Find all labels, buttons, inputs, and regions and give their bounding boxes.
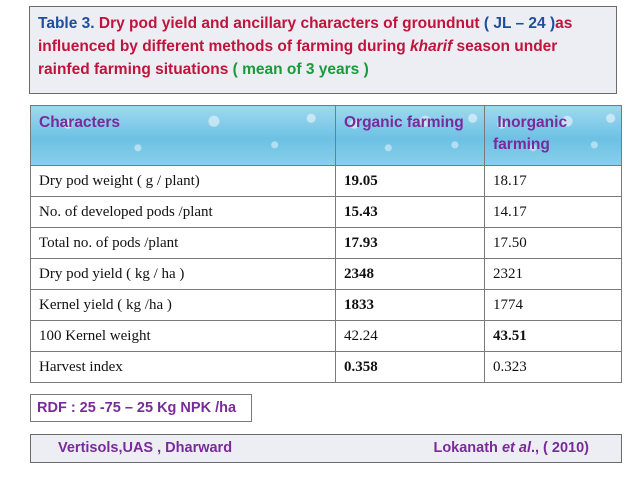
cell-organic: 2348 <box>335 258 485 290</box>
source-location: Vertisols,UAS , Dharward <box>58 440 233 456</box>
title-label: Table 3. <box>38 15 95 32</box>
cell-character: Total no. of pods /plant <box>30 227 336 259</box>
table-row: Dry pod weight ( g / plant) 19.05 18.17 <box>30 165 622 197</box>
table-row: Dry pod yield ( kg / ha ) 2348 2321 <box>30 258 622 290</box>
table-header-row: Characters Organic farming Inorganic far… <box>30 105 622 166</box>
cell-inorganic: 17.50 <box>484 227 622 259</box>
rdf-note: RDF : 25 -75 – 25 Kg NPK /ha <box>30 394 252 422</box>
source-citation: Vertisols,UAS , Dharward Lokanath et al.… <box>30 434 622 463</box>
title-text-2: as influenced by different methods of fa… <box>38 15 573 55</box>
table-row: No. of developed pods /plant 15.43 14.17 <box>30 196 622 228</box>
cell-character: Dry pod yield ( kg / ha ) <box>30 258 336 290</box>
table-title: Table 3. Dry pod yield and ancillary cha… <box>29 6 617 94</box>
cell-organic: 1833 <box>335 289 485 321</box>
header-organic: Organic farming <box>335 105 485 166</box>
source-author: Lokanath et al., ( 2010) <box>433 435 589 462</box>
header-inorganic: Inorganic farming <box>484 105 622 166</box>
cell-organic: 19.05 <box>335 165 485 197</box>
cell-inorganic: 18.17 <box>484 165 622 197</box>
table-row: Total no. of pods /plant 17.93 17.50 <box>30 227 622 259</box>
header-characters: Characters <box>30 105 336 166</box>
cell-organic: 42.24 <box>335 320 485 352</box>
table-row: Harvest index 0.358 0.323 <box>30 351 622 383</box>
cell-organic: 15.43 <box>335 196 485 228</box>
table-row: Kernel yield ( kg /ha ) 1833 1774 <box>30 289 622 321</box>
yield-table: Characters Organic farming Inorganic far… <box>30 105 622 383</box>
cell-inorganic: 43.51 <box>484 320 622 352</box>
cell-character: Dry pod weight ( g / plant) <box>30 165 336 197</box>
cell-inorganic: 14.17 <box>484 196 622 228</box>
table-row: 100 Kernel weight 42.24 43.51 <box>30 320 622 352</box>
author-year: ., ( 2010) <box>530 440 589 456</box>
cell-inorganic: 1774 <box>484 289 622 321</box>
title-variety: ( JL – 24 ) <box>483 15 556 32</box>
cell-organic: 17.93 <box>335 227 485 259</box>
cell-organic: 0.358 <box>335 351 485 383</box>
cell-character: Harvest index <box>30 351 336 383</box>
cell-inorganic: 0.323 <box>484 351 622 383</box>
cell-inorganic: 2321 <box>484 258 622 290</box>
author-etal: et al <box>501 440 531 456</box>
title-mean-note: ( mean of 3 years ) <box>232 61 369 78</box>
title-season: kharif <box>410 38 453 55</box>
cell-character: 100 Kernel weight <box>30 320 336 352</box>
author-name: Lokanath <box>433 440 498 456</box>
title-text-3: season under rainfed farming situations <box>38 38 558 78</box>
cell-character: No. of developed pods /plant <box>30 196 336 228</box>
cell-character: Kernel yield ( kg /ha ) <box>30 289 336 321</box>
title-text: Dry pod yield and ancillary characters o… <box>98 15 480 32</box>
